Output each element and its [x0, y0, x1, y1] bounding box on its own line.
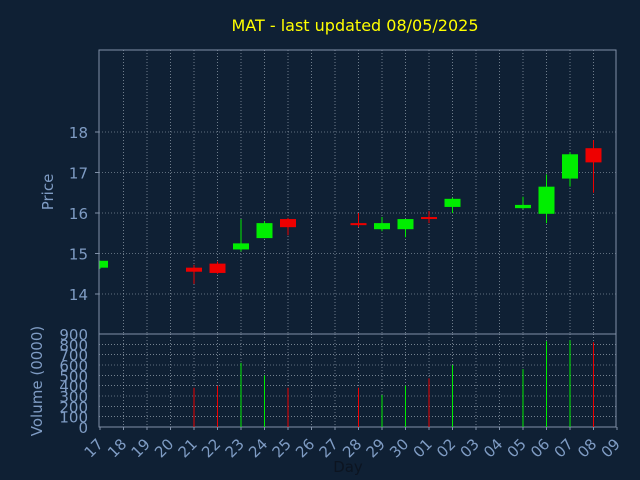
x-tick-label: 30: [386, 435, 412, 461]
candle-01: [421, 210, 437, 224]
volume-axis-label: Volume (0000): [28, 326, 46, 436]
candle-body: [397, 219, 414, 230]
chart-title: MAT - last updated 08/05/2025: [231, 16, 478, 35]
price-tick-label: 16: [69, 205, 88, 223]
x-tick-labels: 1718192021222324252627282930010203040506…: [81, 427, 624, 461]
grid-layer: [99, 50, 616, 427]
volume-tick-label: 800: [59, 336, 88, 354]
x-tick-label: 05: [504, 435, 530, 461]
candle-body: [562, 154, 578, 179]
candle-body: [256, 223, 273, 239]
candle-body: [350, 223, 367, 226]
candle-body: [515, 204, 531, 209]
x-tick-label: 23: [222, 435, 248, 461]
candle-05: [515, 196, 531, 209]
candle-body: [538, 186, 555, 214]
candle-body: [421, 217, 437, 220]
x-axis-label: Day: [333, 458, 363, 476]
volume-bars: [193, 340, 594, 427]
volume-panel-frame: [98, 333, 617, 428]
candle-24: [256, 221, 273, 239]
x-tick-label: 29: [363, 435, 389, 461]
volume-tick-label: 100: [59, 409, 88, 427]
candle-body: [209, 263, 226, 273]
candle-25: [280, 217, 296, 236]
x-tick-label: 24: [245, 435, 271, 461]
candle-30: [397, 219, 414, 238]
volume-tick-label: 0: [78, 419, 88, 437]
candle-body: [100, 260, 108, 268]
x-tick-label: 20: [151, 435, 177, 461]
volume-tick-label: 400: [59, 378, 88, 396]
x-tick-label: 06: [527, 435, 553, 461]
price-tick-label: 14: [69, 286, 88, 304]
candle-07: [562, 152, 578, 187]
volume-tick-label: 200: [59, 398, 88, 416]
price-axis-label: Price: [39, 174, 57, 211]
candle-body: [444, 198, 461, 207]
volume-tick-label: 600: [59, 357, 88, 375]
volume-tick-label: 500: [59, 367, 88, 385]
volume-tick-label: 300: [59, 388, 88, 406]
x-tick-label: 02: [433, 435, 459, 461]
x-tick-label: 03: [457, 435, 483, 461]
x-tick-label: 21: [175, 435, 201, 461]
x-tick-label: 26: [292, 435, 318, 461]
x-tick-label: 19: [128, 435, 154, 461]
candle-21: [186, 264, 202, 284]
candles: [99, 140, 602, 284]
x-tick-label: 25: [269, 435, 295, 461]
candle-body: [186, 267, 202, 272]
candle-23: [233, 219, 249, 252]
price-tick-label: 15: [69, 246, 88, 264]
x-tick-label: 01: [410, 435, 436, 461]
x-tick-label: 18: [104, 435, 130, 461]
x-tick-label: 17: [81, 435, 107, 461]
x-tick-label: 08: [574, 435, 600, 461]
candle-22: [209, 261, 226, 274]
volume-tick-label: 700: [59, 347, 88, 365]
price-tick-label: 17: [69, 165, 88, 183]
candle-08: [585, 140, 602, 193]
price-tick-label: 18: [69, 124, 88, 142]
price-panel-frame: [98, 49, 617, 335]
candle-body: [374, 223, 390, 230]
x-tick-label: 07: [551, 435, 577, 461]
candle-17: [99, 260, 108, 269]
candle-29: [374, 217, 390, 232]
candle-06: [538, 174, 555, 224]
candle-body: [233, 243, 249, 250]
candle-02: [444, 197, 461, 213]
x-tick-label: 09: [598, 435, 624, 461]
candle-body: [585, 148, 602, 163]
candle-28: [350, 213, 367, 228]
x-tick-label: 04: [480, 435, 506, 461]
volume-tick-label: 900: [59, 326, 88, 344]
price-y-ticks: 14 15 16 17 18: [69, 124, 99, 304]
candle-body: [280, 219, 296, 228]
x-tick-label: 22: [198, 435, 224, 461]
